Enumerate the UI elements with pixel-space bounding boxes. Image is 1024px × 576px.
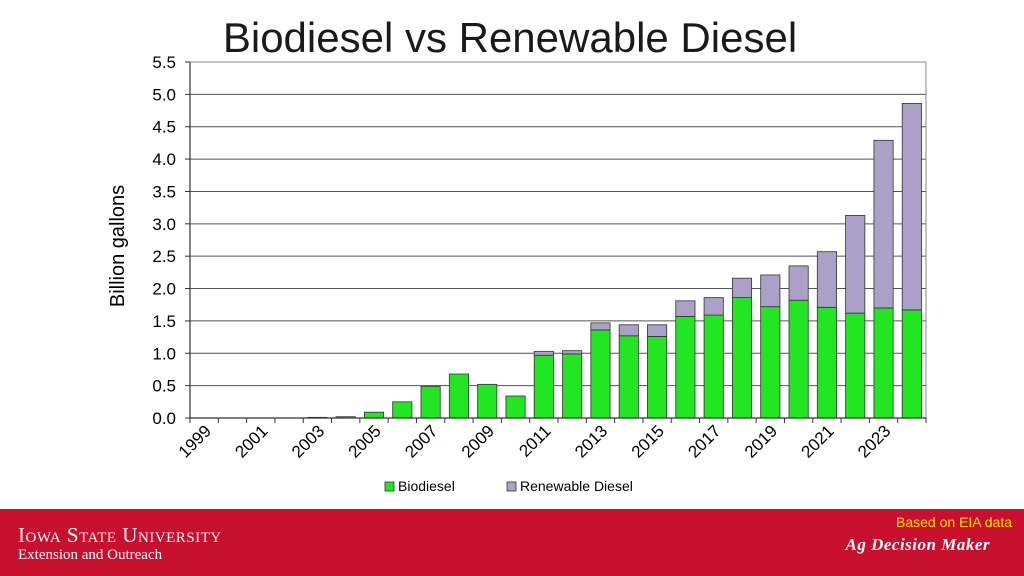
bar-renewable-diesel-2021 [816, 251, 837, 308]
bar-biodiesel-2016 [675, 315, 696, 419]
y-tick-labels: 0.0 0.5 1.0 1.5 2.0 2.5 3.0 3.5 4.0 4.5 5.0 5.5 [152, 53, 176, 428]
bar-biodiesel-2007 [420, 385, 441, 419]
legend-label-renewable-diesel: Renewable Diesel [520, 478, 633, 494]
bar-renewable-diesel-2020 [788, 265, 809, 301]
bar-biodiesel-2011 [533, 354, 554, 419]
bar-biodiesel-2013 [590, 329, 611, 419]
bar-biodiesel-2021 [816, 306, 837, 419]
bar-biodiesel-2019 [760, 306, 781, 419]
y-axis-label: Billion gallons [107, 185, 129, 307]
axes [189, 61, 927, 423]
y-tick-label: 3.0 [152, 215, 176, 234]
x-tick-label: 1999 [175, 421, 215, 461]
bar-biodiesel-2020 [788, 299, 809, 419]
y-tick-label: 0.5 [152, 377, 176, 396]
bar-biodiesel-2009 [477, 383, 498, 419]
bar-biodiesel-2006 [392, 401, 413, 419]
bar-renewable-diesel-2015 [647, 324, 668, 337]
x-tick-label: 2023 [854, 421, 894, 461]
brand-wordmark: Ag Decision Maker [845, 535, 990, 554]
legend: Biodiesel Renewable Diesel [384, 478, 633, 494]
y-tick-label: 2.0 [152, 280, 176, 299]
bar-biodiesel-2008 [448, 373, 469, 419]
bar-renewable-diesel-2017 [703, 297, 724, 316]
bar-biodiesel-2015 [647, 336, 668, 419]
page-title: Biodiesel vs Renewable Diesel [222, 14, 798, 61]
legend-swatch-biodiesel [384, 481, 395, 492]
y-tick-label: 1.5 [152, 312, 176, 331]
source-note: Based on EIA data [896, 514, 1012, 530]
y-tick-label: 4.0 [152, 150, 176, 169]
x-tick-label: 2009 [458, 421, 498, 461]
y-tick-label: 5.0 [152, 85, 176, 104]
y-tick-label: 0.0 [152, 409, 176, 428]
y-tick-label: 1.0 [152, 344, 176, 363]
x-tick-label: 2013 [571, 421, 611, 461]
bar-biodiesel-2022 [845, 312, 866, 419]
bar-biodiesel-2018 [731, 297, 753, 419]
bar-renewable-diesel-2018 [731, 277, 753, 299]
x-tick-label: 2021 [798, 421, 838, 461]
bar-renewable-diesel-2012 [562, 350, 583, 355]
legend-label-biodiesel: Biodiesel [398, 478, 455, 494]
y-tick-label: 3.5 [152, 182, 176, 201]
bar-biodiesel-2014 [618, 335, 639, 419]
plot-frame [189, 61, 927, 419]
stacked-bar-chart: 0.0 0.5 1.0 1.5 2.0 2.5 3.0 3.5 4.0 4.5 5.0 5.5 199… [107, 53, 927, 494]
university-unit: Extension and Outreach [18, 547, 163, 563]
bar-renewable-diesel-2013 [590, 322, 611, 331]
bar-renewable-diesel-2022 [845, 215, 866, 314]
bar-renewable-diesel-2023 [873, 139, 894, 309]
y-tick-label: 5.5 [152, 53, 176, 72]
bar-biodiesel-2005 [363, 411, 385, 419]
bar-biodiesel-2023 [873, 307, 894, 419]
x-tick-label: 2011 [515, 421, 554, 460]
bar-renewable-diesel-2024 [901, 103, 922, 311]
bar-renewable-diesel-2014 [618, 324, 639, 337]
y-tick-label: 4.5 [152, 118, 176, 137]
legend-swatch-renewable-diesel [506, 481, 517, 492]
bar-renewable-diesel-2019 [760, 274, 781, 308]
x-tick-label: 2019 [741, 421, 781, 461]
bar-biodiesel-2012 [562, 353, 583, 419]
x-tick-label: 2001 [231, 421, 271, 461]
x-tick-label: 2017 [684, 421, 724, 461]
bar-biodiesel-2024 [901, 309, 922, 419]
x-tick-label: 2005 [345, 421, 385, 461]
bars [307, 103, 922, 419]
university-wordmark: Iowa State University [18, 523, 222, 547]
gridlines [185, 61, 926, 419]
x-tick-label: 2003 [288, 421, 328, 461]
footer-bar: Iowa State University Extension and Outr… [0, 509, 1024, 576]
x-tick-labels: 1999 2001 2003 2005 2007 2009 2011 2013 2015 2017… [175, 421, 895, 461]
bar-renewable-diesel-2011 [533, 350, 554, 356]
x-tick-label: 2015 [628, 421, 668, 461]
x-tick-label: 2007 [401, 421, 441, 461]
bar-renewable-diesel-2016 [675, 300, 696, 317]
y-tick-label: 2.5 [152, 247, 176, 266]
bar-biodiesel-2010 [505, 395, 526, 419]
bar-biodiesel-2017 [703, 314, 724, 419]
